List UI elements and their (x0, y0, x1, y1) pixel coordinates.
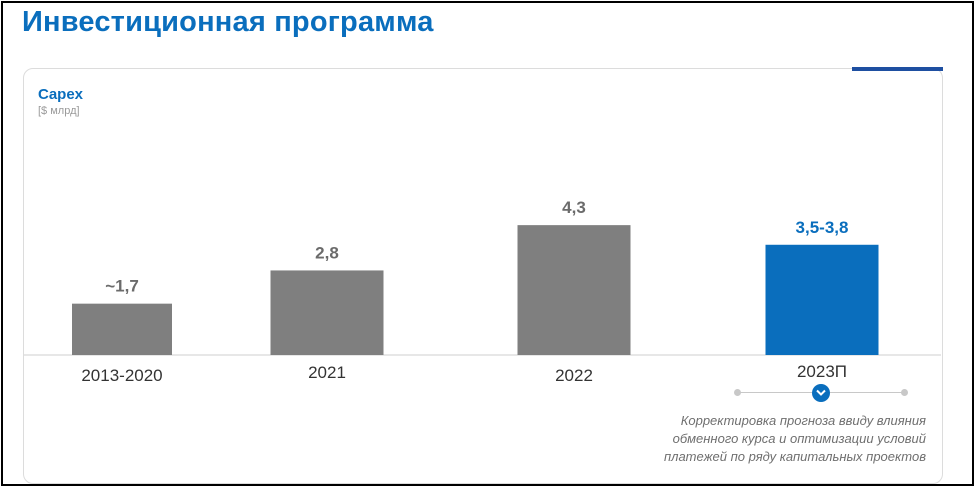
chart-title: Capex (38, 86, 84, 103)
footnote-line: Корректировка прогноза ввиду влияния (680, 413, 926, 428)
bar-2022 (517, 225, 631, 355)
toggle-dot-left (734, 389, 741, 396)
chart-card (23, 68, 943, 484)
bar-2023П (765, 244, 879, 355)
chart-unit: [$ млрд] (38, 105, 80, 117)
bar-2021 (270, 270, 384, 355)
card-accent-line (852, 67, 943, 71)
bar-value-label: 3,5-3,8 (796, 218, 849, 237)
bar-value-label: 2,8 (315, 243, 339, 262)
bar-2013-2020 (72, 303, 172, 355)
forecast-footnote: Корректировка прогноза ввиду влияния обм… (615, 412, 926, 466)
bar-value-label: 4,3 (562, 198, 586, 217)
bar-value-label: ~1,7 (105, 277, 139, 296)
category-label: 2021 (308, 363, 346, 382)
footnote-line: платежей по ряду капитальных проектов (663, 449, 926, 464)
expand-toggle-button[interactable] (812, 384, 830, 402)
category-label: 2023П (797, 362, 847, 381)
footnote-line: обменного курса и оптимизации условий (672, 431, 926, 446)
toggle-dot-right (901, 389, 908, 396)
category-label: 2013-2020 (81, 366, 162, 385)
chevron-down-icon (816, 389, 826, 396)
category-label: 2022 (555, 366, 593, 385)
page-title: Инвестиционная программа (22, 6, 434, 38)
